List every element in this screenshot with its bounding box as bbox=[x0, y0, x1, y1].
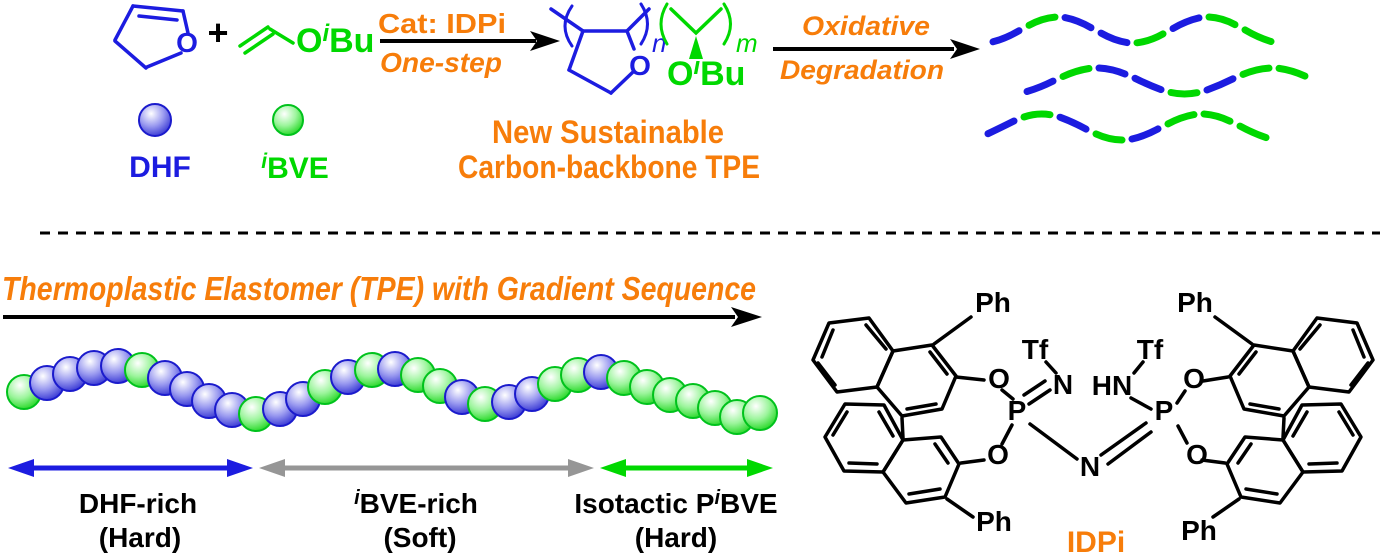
fragment-dash bbox=[1275, 64, 1309, 80]
arrowhead bbox=[530, 31, 560, 51]
region-labels: DHF-rich (Hard) iBVE-rich (Soft) Isotact… bbox=[79, 487, 778, 553]
p-label-right: P bbox=[1155, 395, 1174, 426]
p-label-left: P bbox=[1008, 395, 1027, 426]
region-3-label: Isotactic PiBVE bbox=[574, 487, 777, 519]
region-arrows bbox=[8, 459, 773, 477]
tpe-arrow bbox=[3, 307, 762, 327]
fragment-dash bbox=[1133, 30, 1167, 47]
fragment-dash bbox=[1203, 75, 1237, 94]
fragment-dash bbox=[1056, 113, 1090, 133]
ibve-bead-icon bbox=[272, 104, 304, 136]
arrowhead bbox=[950, 39, 980, 59]
ibve-legend-label: iBVE bbox=[261, 150, 329, 185]
dhf-legend-label: DHF bbox=[129, 151, 191, 184]
reaction-arrow-1 bbox=[380, 31, 560, 51]
dhf-oxygen-label: O bbox=[176, 27, 198, 58]
fragment-dash bbox=[1059, 65, 1093, 80]
fragment-dash bbox=[989, 27, 1023, 46]
polymer-oibu-label: OiBu bbox=[667, 53, 745, 93]
fragment-dash bbox=[1061, 14, 1095, 32]
tf-label-right: Tf bbox=[1137, 334, 1164, 365]
tf-label-left: Tf bbox=[1022, 334, 1049, 365]
ibve-structure bbox=[238, 25, 295, 55]
product-line-2: Carbon-backbone TPE bbox=[458, 149, 760, 185]
region-2-label: iBVE-rich bbox=[354, 487, 478, 519]
plus-sign: + bbox=[207, 12, 228, 53]
wedge-bond bbox=[689, 36, 703, 59]
isotactic-pibve-arrow bbox=[600, 459, 773, 477]
fragment-dash bbox=[1025, 13, 1059, 29]
fragment-dash bbox=[1200, 110, 1234, 125]
idpi-structure bbox=[811, 315, 1375, 519]
ph-label-bottom-left: Ph bbox=[976, 506, 1012, 537]
dhf-rich-arrow bbox=[8, 459, 253, 477]
reaction-arrow-2 bbox=[773, 39, 980, 59]
subscript-m: m bbox=[736, 28, 758, 58]
bead bbox=[742, 395, 778, 431]
fragment-dash bbox=[1020, 110, 1054, 121]
tpe-heading: Thermoplastic Elastomer (TPE) with Gradi… bbox=[2, 270, 756, 307]
ph-label-top-left: Ph bbox=[975, 287, 1011, 318]
product-label: New Sustainable Carbon-backbone TPE bbox=[458, 114, 760, 185]
product-line-1: New Sustainable bbox=[492, 114, 724, 150]
fragment-dash bbox=[1128, 125, 1162, 143]
fragment-dash bbox=[1097, 29, 1131, 47]
n-label-left: N bbox=[1053, 369, 1073, 400]
fragment-dash bbox=[1169, 14, 1203, 32]
ph-label-top-right: Ph bbox=[1177, 287, 1213, 318]
idpi-atom-labels: Ph Ph Ph Ph O O O O Tf Tf N HN N P P bbox=[975, 287, 1217, 546]
o-label-bottom-left: O bbox=[987, 439, 1009, 470]
dhf-bead-icon bbox=[138, 103, 172, 137]
arrowhead bbox=[731, 307, 762, 327]
fragment-dash bbox=[1164, 111, 1198, 128]
ibve-rich-arrow bbox=[259, 459, 594, 477]
region-3-sub: (Hard) bbox=[635, 522, 717, 553]
fragment-dash bbox=[1167, 89, 1201, 98]
fragment-dash bbox=[1241, 26, 1275, 45]
dhf-structure bbox=[113, 4, 190, 70]
fragment-dash bbox=[1095, 64, 1129, 78]
one-step-label: One-step bbox=[380, 47, 502, 78]
subscript-n: n bbox=[652, 28, 666, 58]
o-label-bottom-right: O bbox=[1186, 439, 1208, 470]
monomer-legend: DHF iBVE bbox=[129, 103, 329, 185]
region-2-sub: (Soft) bbox=[383, 522, 456, 553]
region-1-sub: (Hard) bbox=[99, 522, 181, 553]
fragment-dash bbox=[1092, 130, 1126, 144]
fragment-dash bbox=[984, 117, 1018, 138]
hn-label-right: HN bbox=[1092, 370, 1132, 401]
region-1-label: DHF-rich bbox=[79, 488, 197, 519]
fragment-dash bbox=[1023, 77, 1057, 95]
fragment-dash bbox=[1205, 13, 1239, 29]
polymer-structure: O n m OiBu bbox=[549, 2, 758, 95]
fragment-dash bbox=[1239, 64, 1273, 78]
ph-label-bottom-right: Ph bbox=[1181, 515, 1217, 546]
idpi-label: IDPi bbox=[1067, 526, 1125, 556]
bead-chain bbox=[6, 348, 778, 435]
fragment-dash bbox=[1236, 122, 1270, 142]
polymer-ring-oxygen: O bbox=[629, 50, 651, 81]
catalyst-condition-label: Cat: IDPi bbox=[378, 8, 506, 39]
degradation-label: Degradation bbox=[780, 55, 944, 85]
fragment-dash bbox=[1131, 74, 1165, 94]
o-label-top-left: O bbox=[988, 363, 1010, 394]
fragments bbox=[984, 13, 1309, 144]
ibve-oibu-label: OiBu bbox=[296, 20, 374, 60]
oxidative-label: Oxidative bbox=[802, 11, 930, 41]
n-label-central: N bbox=[1080, 451, 1100, 482]
o-label-top-right: O bbox=[1183, 363, 1205, 394]
